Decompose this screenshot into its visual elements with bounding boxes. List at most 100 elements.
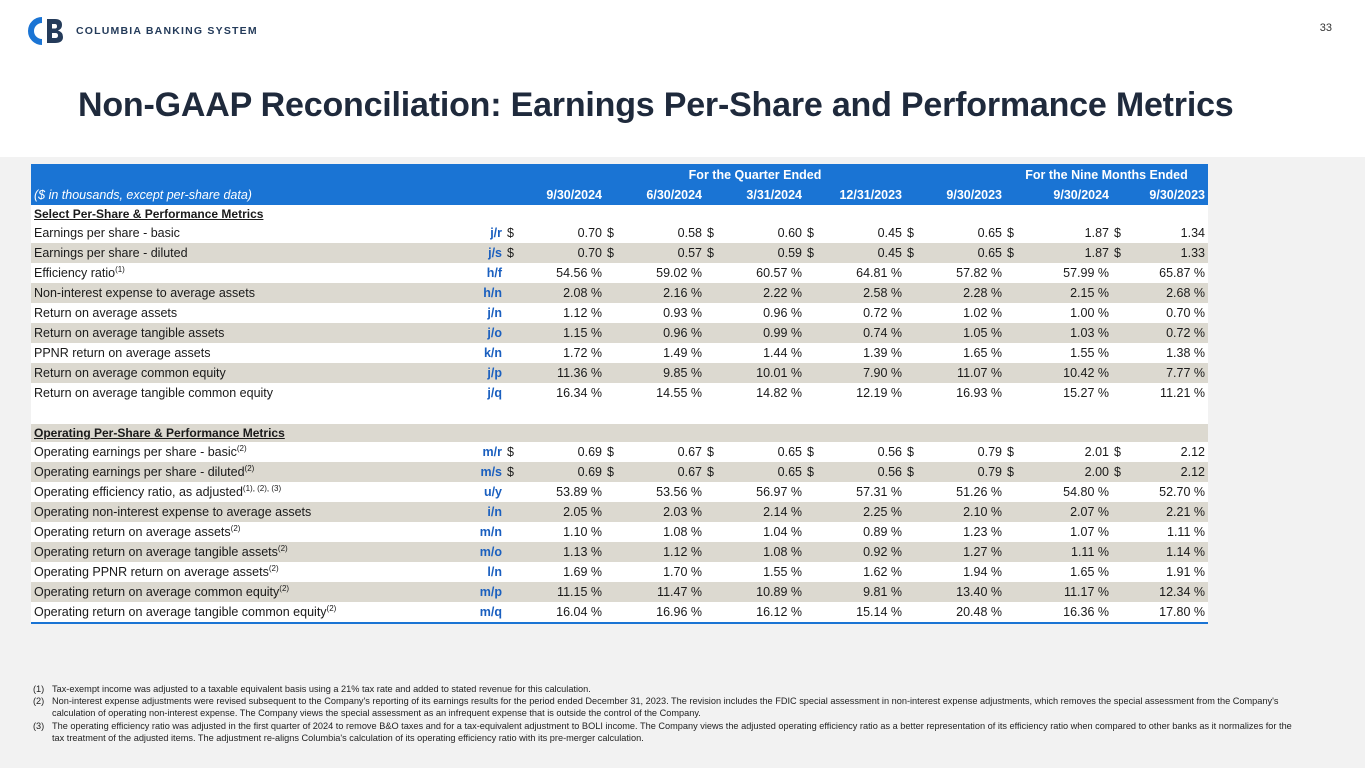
row-label: Return on average assets (31, 303, 471, 323)
row-label: Earnings per share - diluted (31, 243, 471, 263)
value-cell: 16.34 % (556, 386, 602, 400)
row-label: Efficiency ratio(1) (31, 263, 471, 283)
value-cell: 0.96 % (763, 306, 802, 320)
value-cell: 0.70 (519, 243, 605, 263)
column-header: 9/30/2024 (1005, 185, 1112, 205)
value-cell: 2.10 % (919, 502, 1005, 522)
value-cell: 0.56 (819, 462, 905, 482)
value-cell: 59.02 % (656, 266, 702, 280)
currency-symbol (1112, 582, 1126, 602)
footnote-ref: (2) (244, 463, 255, 473)
table-row: PPNR return on average assets k/n 1.72 % 1.… (31, 343, 1208, 363)
currency-symbol (905, 502, 919, 522)
value-cell: 0.99 % (719, 323, 805, 343)
value-cell: 60.57 % (756, 266, 802, 280)
column-header: 9/30/2023 (1112, 185, 1208, 205)
value-cell: 1.27 % (919, 542, 1005, 562)
value-cell: 2.00 (1019, 462, 1112, 482)
currency-symbol (905, 482, 919, 502)
currency-symbol: $ (705, 243, 719, 263)
formula-code: j/r (490, 226, 502, 240)
currency-symbol (505, 502, 519, 522)
value-cell: 17.80 % (1126, 602, 1208, 624)
value-cell: 64.81 % (856, 266, 902, 280)
value-cell: 0.65 (919, 243, 1005, 263)
currency-symbol (805, 383, 819, 403)
value-cell: 14.55 % (656, 386, 702, 400)
row-label-text: Operating PPNR return on average assets (34, 565, 269, 579)
currency-symbol (705, 283, 719, 303)
value-cell: 2.16 % (619, 283, 705, 303)
value-cell: 1.10 % (563, 525, 602, 539)
table-row: Operating PPNR return on average assets(… (31, 562, 1208, 582)
value-cell: 1.11 % (1019, 542, 1112, 562)
row-label: Operating PPNR return on average assets(… (31, 562, 471, 582)
currency-symbol (1005, 323, 1019, 343)
row-label-text: Operating earnings per share - diluted (34, 465, 245, 479)
value-cell: 52.70 % (1159, 485, 1205, 499)
currency-symbol (805, 602, 819, 624)
currency-symbol (805, 343, 819, 363)
value-cell: 1.33 (1126, 243, 1208, 263)
currency-symbol: $ (607, 226, 614, 240)
currency-symbol (1005, 522, 1019, 542)
value-cell: 1.65 % (963, 346, 1002, 360)
value-cell: 0.70 % (1166, 306, 1205, 320)
currency-symbol (605, 263, 619, 283)
metrics-table: For the Quarter Ended For the Nine Month… (31, 164, 1208, 624)
footnotes: (1) Tax-exempt income was adjusted to a … (33, 683, 1303, 744)
formula-code: m/p (471, 582, 505, 602)
currency-symbol (605, 323, 619, 343)
row-label: Return on average tangible assets (31, 323, 471, 343)
table-row: Return on average common equity j/p 11.36 … (31, 363, 1208, 383)
value-cell: 54.56 % (556, 266, 602, 280)
row-label: Earnings per share - basic (31, 223, 471, 243)
currency-symbol: $ (1114, 445, 1121, 459)
currency-symbol (505, 383, 519, 403)
formula-code: m/o (471, 542, 505, 562)
value-cell: 2.58 % (819, 283, 905, 303)
table-row: Operating efficiency ratio, as adjusted(… (31, 482, 1208, 502)
currency-symbol (1112, 303, 1126, 323)
value-cell: 0.60 (777, 226, 802, 240)
value-cell: 12.34 % (1126, 582, 1208, 602)
table-row: Operating return on average tangible com… (31, 602, 1208, 624)
value-cell: 2.12 (1180, 445, 1205, 459)
currency-symbol: $ (907, 226, 914, 240)
currency-symbol (805, 263, 819, 283)
currency-symbol (705, 383, 719, 403)
currency-symbol (605, 502, 619, 522)
footnote-text: The operating efficiency ratio was adjus… (52, 720, 1292, 743)
currency-symbol: $ (905, 243, 919, 263)
group-quarter-header: For the Quarter Ended (505, 164, 1005, 185)
currency-symbol (705, 542, 719, 562)
table-row: Return on average tangible assets j/o 1.15… (31, 323, 1208, 343)
row-label: Operating return on average tangible com… (31, 602, 471, 624)
footnote-ref: (2) (277, 543, 288, 553)
value-cell: 53.56 % (656, 485, 702, 499)
row-label: Return on average common equity (31, 363, 471, 383)
value-cell: 11.36 % (519, 363, 605, 383)
value-cell: 15.14 % (819, 602, 905, 624)
value-cell: 1.55 % (1070, 346, 1109, 360)
header-row-dates: ($ in thousands, except per-share data) … (31, 185, 1208, 205)
currency-symbol (805, 323, 819, 343)
footnote-ref: (2) (268, 563, 279, 573)
value-cell: 2.08 % (519, 283, 605, 303)
formula-code: m/n (479, 525, 502, 539)
value-cell: 0.93 % (663, 306, 702, 320)
value-cell: 0.56 (877, 445, 902, 459)
footnote-ref: (2) (230, 523, 241, 533)
row-label: Operating non-interest expense to averag… (31, 502, 471, 522)
value-cell: 0.72 % (1126, 323, 1208, 343)
currency-symbol (505, 323, 519, 343)
currency-symbol (905, 263, 919, 283)
value-cell: 2.03 % (619, 502, 705, 522)
currency-symbol: $ (607, 445, 614, 459)
footnote-number: (3) (33, 720, 45, 731)
value-cell: 1.00 % (1070, 306, 1109, 320)
value-cell: 12.19 % (856, 386, 902, 400)
section-title: Operating Per-Share & Performance Metric… (31, 424, 1208, 442)
row-label: PPNR return on average assets (31, 343, 471, 363)
currency-symbol (505, 283, 519, 303)
